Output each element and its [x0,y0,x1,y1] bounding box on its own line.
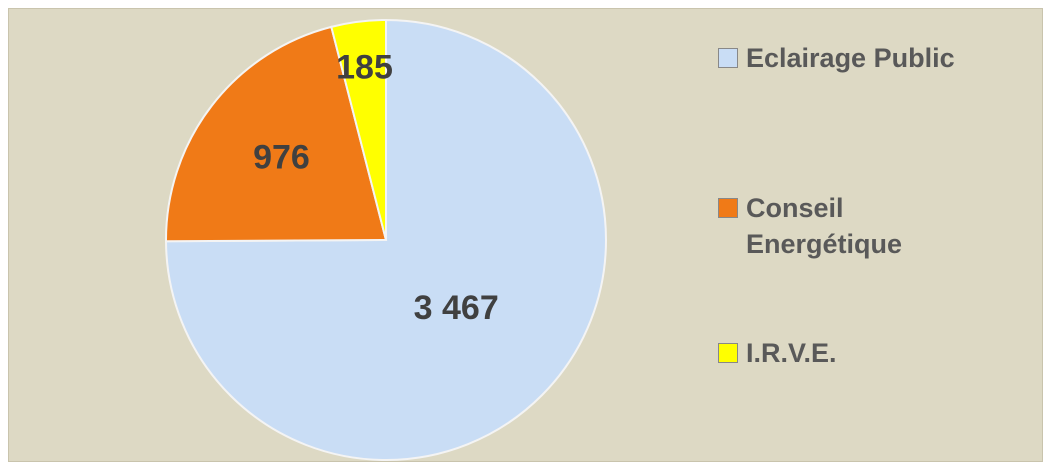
legend-item: I.R.V.E. [718,335,837,371]
data-label: 185 [336,49,393,87]
pie-slice [165,25,388,243]
legend-label: I.R.V.E. [746,338,837,368]
legend-label: Conseil Energétique [746,193,903,259]
data-label: 3 467 [414,289,499,327]
legend-item: Eclairage Public [718,40,955,76]
data-label: 976 [253,138,310,176]
pie-slice [330,18,387,241]
legend-item: Conseil Energétique [718,190,958,262]
legend-swatch [718,48,738,68]
legend-swatch [718,198,738,218]
legend-label: Eclairage Public [746,43,955,73]
legend-swatch [718,343,738,363]
